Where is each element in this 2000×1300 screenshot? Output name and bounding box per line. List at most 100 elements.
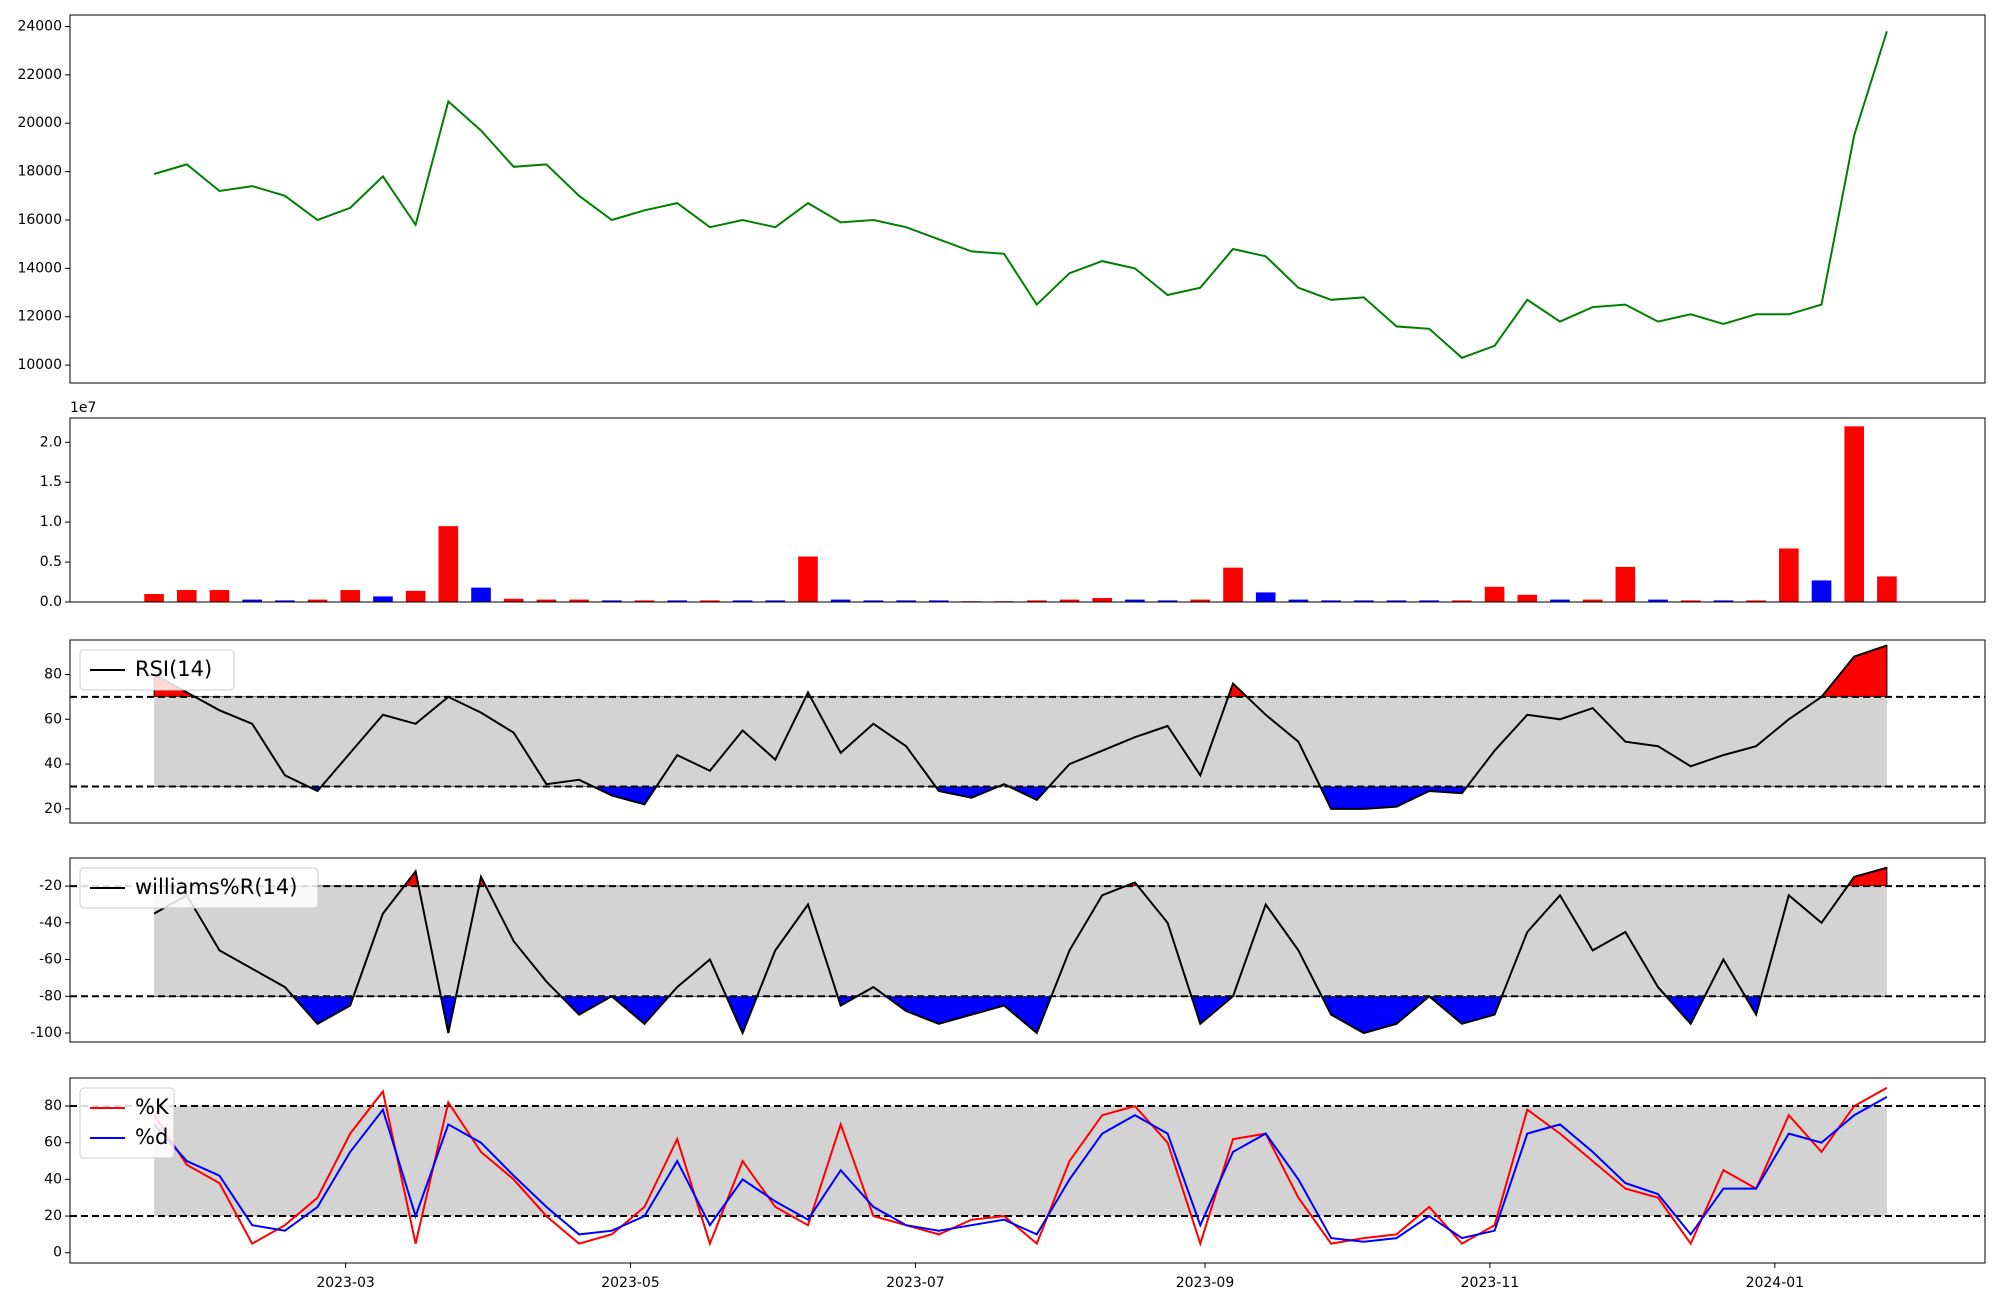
- y-tick-label: 2.0: [40, 434, 62, 450]
- plot-area: [70, 866, 1985, 1036]
- volume-bar: [307, 599, 328, 602]
- y-tick-label: 10000: [17, 357, 62, 373]
- volume-bar: [863, 600, 884, 602]
- y-tick-label: -80: [39, 988, 62, 1004]
- volume-bar: [536, 599, 557, 602]
- volume-bar: [1746, 600, 1766, 602]
- volume-bar: [1255, 592, 1276, 602]
- y-tick-label: 12000: [17, 309, 62, 325]
- x-tick-label: 2023-07: [886, 1275, 945, 1291]
- volume-bar: [1353, 600, 1374, 602]
- y-tick-label: 40: [44, 1171, 62, 1187]
- panel: 0.0 0.5 1.0 1.5 2.0 1e7: [40, 400, 1986, 610]
- y-tick-label: 40: [44, 756, 62, 772]
- panel-frame: [69, 857, 1986, 1043]
- y-tick-label: 18000: [17, 164, 62, 180]
- volume-bar: [1517, 594, 1538, 602]
- y-tick-label: 0.0: [40, 594, 62, 610]
- volume-bar: [1582, 599, 1603, 602]
- panel-frame: [69, 1077, 1986, 1264]
- y-tick-label: -20: [39, 878, 62, 894]
- volume-bar: [1092, 598, 1113, 602]
- volume-bar: [1223, 567, 1243, 602]
- volume-bar: [405, 590, 426, 602]
- legend-frame: [79, 867, 319, 909]
- volume-bar: [732, 600, 753, 602]
- series-line: [153, 866, 1888, 1036]
- volume-bar: [1027, 600, 1047, 602]
- legend-frame: [79, 1087, 175, 1159]
- series-line: [153, 644, 1888, 810]
- panel-frame: [69, 417, 1986, 603]
- volume-bar: [373, 596, 393, 602]
- legend-label: RSI(14): [135, 657, 212, 681]
- volume-bar: [765, 600, 786, 602]
- volume-bar: [1779, 548, 1799, 602]
- panel-frame: [69, 639, 1986, 824]
- volume-bar: [1550, 599, 1570, 602]
- plot-area: [70, 1086, 1985, 1247]
- y-tick-label: 20: [44, 801, 62, 817]
- panel: 20 40 60 80 RSI(14): [44, 639, 1986, 824]
- volume-bar: [176, 590, 197, 602]
- y-tick-label: 20000: [17, 115, 62, 131]
- legend-label: %K: [135, 1095, 170, 1119]
- volume-bar: [503, 598, 524, 602]
- volume-bar: [1321, 600, 1341, 602]
- volume-bar: [144, 594, 164, 602]
- volume-bar: [1419, 600, 1439, 602]
- plot-area: [144, 426, 1897, 602]
- legend-frame: [79, 649, 235, 691]
- y-tick-label: 60: [44, 1135, 62, 1151]
- volume-bar: [1484, 586, 1505, 602]
- series-line: [153, 1096, 1888, 1243]
- y-tick-label: 1.5: [40, 474, 62, 490]
- x-tick-label: 2023-03: [316, 1275, 375, 1291]
- volume-bar: [242, 599, 262, 602]
- volume-bar: [798, 556, 818, 602]
- y-tick-label: 1.0: [40, 514, 62, 530]
- panel: -100 -80 -60 -40 -20 williams%R(14): [30, 857, 1986, 1043]
- x-tick-label: 2023-05: [601, 1275, 660, 1291]
- neutral-band: [154, 886, 1887, 997]
- volume-bar: [340, 590, 361, 602]
- neutral-band: [154, 696, 1887, 787]
- y-tick-label: 60: [44, 711, 62, 727]
- volume-bar: [209, 590, 230, 602]
- volume-bar: [275, 600, 295, 602]
- volume-bar: [896, 600, 916, 602]
- volume-bar: [1190, 599, 1211, 602]
- legend: williams%R(14): [79, 867, 319, 909]
- y-tick-label: 80: [44, 666, 62, 682]
- volume-bar: [1386, 600, 1407, 602]
- neutral-band: [154, 1106, 1887, 1217]
- x-tick-label: 2023-09: [1176, 1275, 1235, 1291]
- panel: 0 20 40 60 80 2023-03 2023-05 2023-07 2023-09 202…: [44, 1077, 1986, 1291]
- volume-bar: [471, 587, 491, 602]
- y-tick-label: 16000: [17, 212, 62, 228]
- volume-bar: [1877, 576, 1897, 602]
- volume-bar: [1713, 600, 1734, 602]
- y-tick-label: -40: [39, 915, 62, 931]
- y-tick-label: -100: [30, 1025, 62, 1041]
- y-tick-label: 80: [44, 1098, 62, 1114]
- volume-bar: [634, 600, 655, 602]
- volume-bar: [1288, 599, 1309, 602]
- volume-bar: [1615, 566, 1636, 602]
- volume-bar: [1648, 599, 1668, 602]
- y-tick-label: 20: [44, 1208, 62, 1224]
- volume-bar: [667, 600, 688, 602]
- volume-bar: [1059, 599, 1080, 602]
- legend-label: %d: [135, 1125, 168, 1149]
- volume-bar: [830, 599, 851, 602]
- volume-bar: [1125, 599, 1145, 602]
- y-tick-label: 22000: [17, 67, 62, 83]
- y-tick-label: 0: [53, 1245, 62, 1261]
- series-line: [153, 1086, 1888, 1247]
- volume-bar: [569, 599, 589, 602]
- axis-offset-label: 1e7: [70, 400, 96, 416]
- volume-bar: [700, 600, 720, 602]
- legend: %K %d: [79, 1087, 175, 1159]
- plot-area: [70, 644, 1985, 810]
- legend-label: williams%R(14): [135, 875, 297, 899]
